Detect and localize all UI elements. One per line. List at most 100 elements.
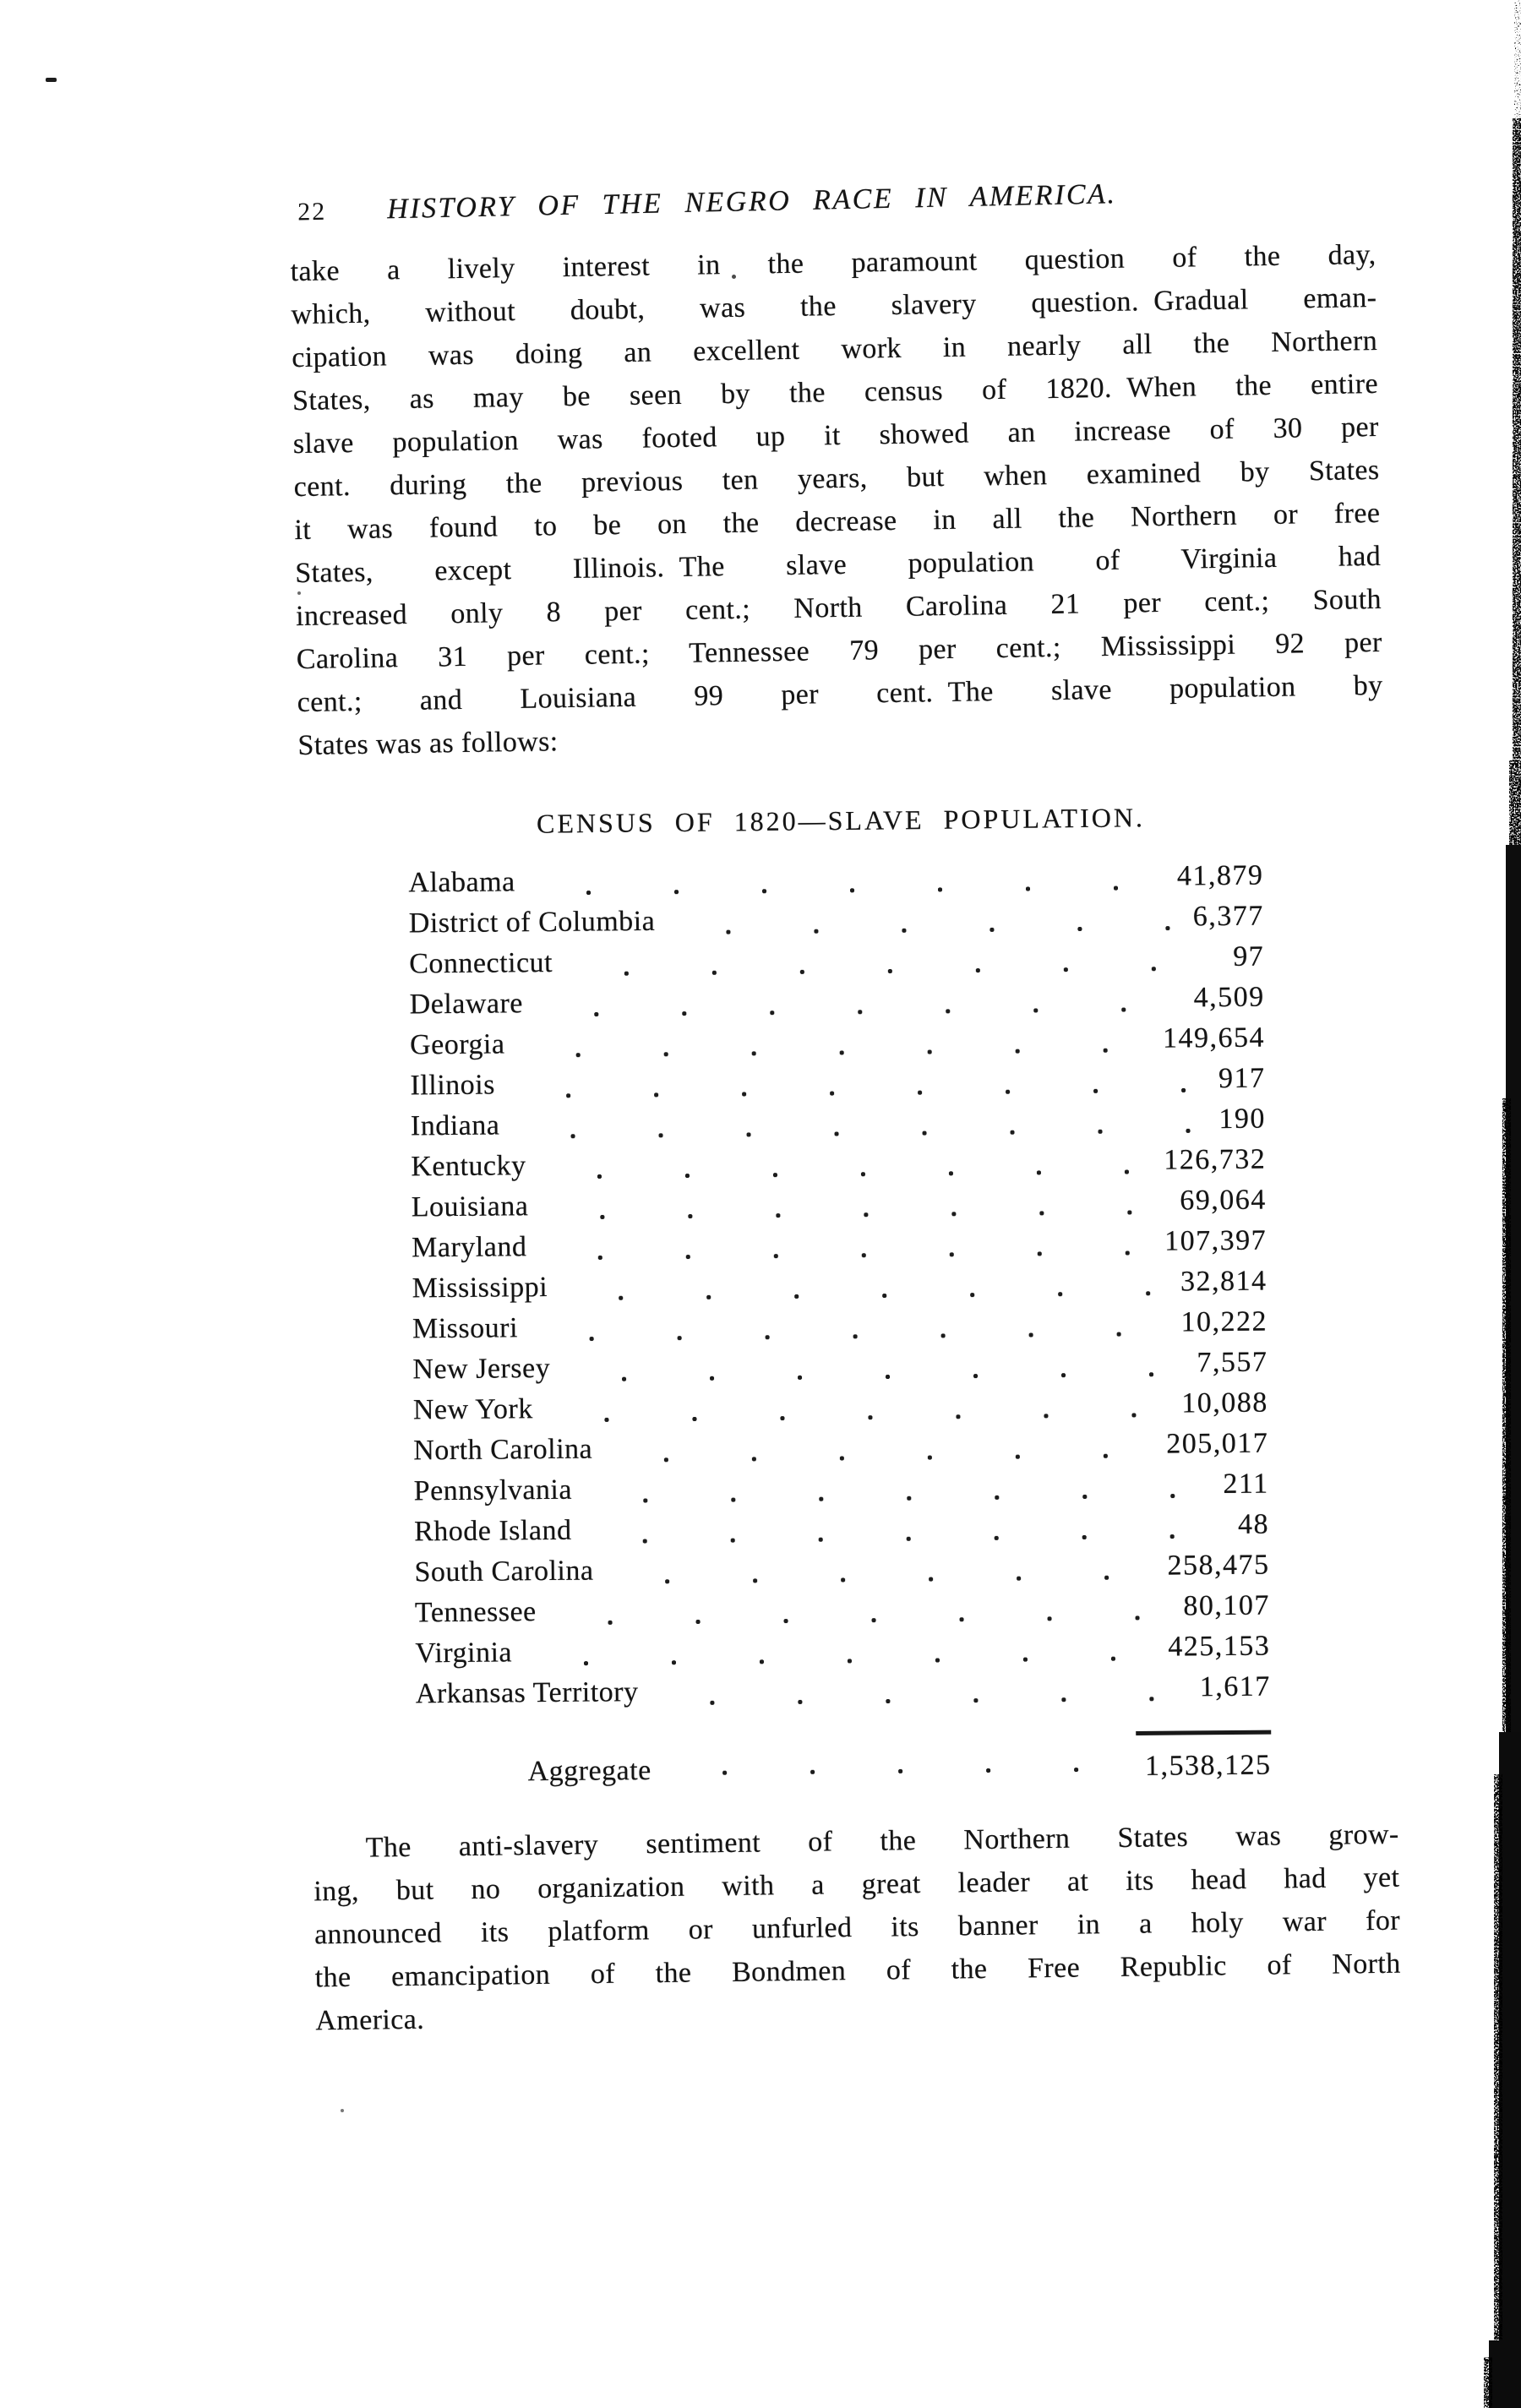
population-value: 205,017 bbox=[1166, 1427, 1269, 1460]
population-value: 4,509 bbox=[1193, 981, 1265, 1014]
population-value: 41,879 bbox=[1176, 859, 1264, 892]
dot-leader bbox=[602, 1509, 1220, 1555]
state-name: Maryland bbox=[412, 1231, 527, 1264]
running-head: 22 HISTORY OF THE NEGRO RACE IN AMERICA. bbox=[297, 172, 1388, 227]
table-row: Illinois 917 bbox=[410, 1062, 1266, 1111]
population-value: 258,475 bbox=[1167, 1549, 1270, 1582]
paragraph-slave-population: take a lively interest in the paramount … bbox=[290, 233, 1383, 767]
table-row: Georgia 149,654 bbox=[410, 1022, 1265, 1071]
population-value: 126,732 bbox=[1164, 1143, 1267, 1176]
scan-edge-artifact bbox=[1484, 0, 1521, 2408]
table-row: Mississippi 32,814 bbox=[412, 1265, 1268, 1314]
population-value: 10,088 bbox=[1181, 1387, 1268, 1419]
state-name: Connecticut bbox=[409, 946, 553, 980]
dot-leader bbox=[525, 1063, 1201, 1110]
dot-leader bbox=[557, 1225, 1147, 1272]
population-value: 6,377 bbox=[1192, 900, 1264, 933]
state-name: New Jersey bbox=[412, 1352, 551, 1386]
dot-leader bbox=[623, 1428, 1148, 1474]
population-value: 7,557 bbox=[1197, 1346, 1268, 1379]
dot-leader bbox=[548, 1306, 1163, 1354]
dot-leader bbox=[582, 941, 1215, 988]
census-table-caption: CENSUS OF 1820—SLAVE POPULATION. bbox=[536, 802, 1146, 839]
dot-leader bbox=[602, 1468, 1205, 1515]
table-row: Kentucky 126,732 bbox=[411, 1144, 1266, 1192]
dot-leader bbox=[559, 1185, 1162, 1231]
population-value: 80,107 bbox=[1183, 1589, 1271, 1622]
population-value: 97 bbox=[1233, 940, 1265, 972]
table-row: Indiana 190 bbox=[411, 1103, 1266, 1152]
table-row: North Carolina 205,017 bbox=[413, 1428, 1268, 1476]
population-value: 190 bbox=[1218, 1103, 1267, 1136]
ink-speck bbox=[46, 78, 57, 82]
table-row: Pennsylvania 211 bbox=[414, 1468, 1269, 1517]
population-value: 149,654 bbox=[1162, 1021, 1266, 1054]
table-row: South Carolina 258,475 bbox=[414, 1549, 1270, 1598]
aggregate-label: Aggregate bbox=[527, 1754, 651, 1788]
paragraph-anti-slavery: The anti-slavery sentiment of the Northe… bbox=[313, 1813, 1401, 2043]
dot-leader bbox=[566, 1590, 1165, 1637]
state-name: Delaware bbox=[409, 988, 524, 1021]
population-value: 32,814 bbox=[1180, 1265, 1268, 1298]
dot-leader bbox=[535, 1022, 1145, 1070]
state-name: Arkansas Territory bbox=[415, 1676, 639, 1710]
census-table: Alabama 41,879 District of Columbia 6,377 Co… bbox=[408, 860, 1271, 1790]
state-name: Georgia bbox=[409, 1028, 505, 1061]
dot-leader bbox=[668, 1671, 1182, 1717]
dot-leader bbox=[530, 1103, 1201, 1151]
ink-speck bbox=[297, 591, 301, 595]
aggregate-value: 1,538,125 bbox=[1144, 1749, 1272, 1782]
table-row: Alabama 41,879 bbox=[408, 859, 1264, 908]
table-row: New Jersey 7,557 bbox=[412, 1347, 1268, 1395]
ink-speck bbox=[732, 275, 736, 279]
ink-speck bbox=[341, 2109, 344, 2112]
state-name: Louisiana bbox=[411, 1190, 529, 1223]
dot-leader bbox=[542, 1631, 1150, 1678]
sum-rule bbox=[1136, 1730, 1272, 1735]
state-name: New York bbox=[412, 1393, 533, 1426]
state-name: Virginia bbox=[415, 1637, 513, 1670]
dot-leader bbox=[624, 1550, 1149, 1596]
state-name: Alabama bbox=[408, 866, 515, 899]
population-value: 48 bbox=[1237, 1508, 1270, 1540]
table-row: New York 10,088 bbox=[413, 1387, 1268, 1436]
dot-leader bbox=[545, 860, 1159, 907]
dot-leader bbox=[563, 1387, 1164, 1434]
running-title: HISTORY OF THE NEGRO RACE IN AMERICA. bbox=[386, 178, 1117, 226]
dot-leader bbox=[577, 1266, 1163, 1312]
population-value: 917 bbox=[1218, 1062, 1266, 1095]
state-name: Indiana bbox=[410, 1109, 500, 1142]
population-value: 69,064 bbox=[1180, 1184, 1267, 1217]
dot-leader bbox=[553, 982, 1175, 1028]
state-name: Rhode Island bbox=[413, 1514, 572, 1548]
state-name: Pennsylvania bbox=[413, 1474, 573, 1507]
dot-leader bbox=[681, 1751, 1127, 1787]
table-row: Virginia 425,153 bbox=[415, 1630, 1271, 1679]
population-value: 425,153 bbox=[1168, 1630, 1271, 1663]
table-row: Arkansas Territory 1,617 bbox=[416, 1671, 1271, 1719]
table-row: Tennessee 80,107 bbox=[415, 1590, 1270, 1638]
state-name: Kentucky bbox=[411, 1150, 526, 1183]
table-row: Rhode Island 48 bbox=[414, 1509, 1269, 1557]
state-name: District of Columbia bbox=[408, 905, 656, 940]
dot-leader bbox=[556, 1144, 1146, 1190]
table-row: Louisiana 69,064 bbox=[412, 1185, 1267, 1233]
state-name: Missouri bbox=[412, 1312, 519, 1345]
table-row: Delaware 4,509 bbox=[410, 982, 1265, 1030]
aggregate-row: Aggregate 1,538,125 bbox=[416, 1750, 1271, 1790]
population-value: 211 bbox=[1223, 1468, 1269, 1501]
state-name: South Carolina bbox=[414, 1555, 594, 1588]
dot-leader bbox=[580, 1347, 1179, 1393]
table-row: District of Columbia 6,377 bbox=[409, 901, 1264, 949]
state-name: Mississippi bbox=[412, 1272, 548, 1305]
table-row: Maryland 107,397 bbox=[412, 1225, 1267, 1273]
state-name: North Carolina bbox=[413, 1433, 593, 1467]
state-name: Illinois bbox=[410, 1069, 496, 1102]
population-value: 107,397 bbox=[1164, 1224, 1268, 1257]
state-name: Tennessee bbox=[414, 1596, 537, 1629]
census-table-rows: Alabama 41,879 District of Columbia 6,377 Co… bbox=[408, 860, 1271, 1719]
population-value: 1,617 bbox=[1199, 1670, 1271, 1703]
table-row: Connecticut 97 bbox=[409, 941, 1264, 989]
table-row: Missouri 10,222 bbox=[412, 1306, 1268, 1354]
